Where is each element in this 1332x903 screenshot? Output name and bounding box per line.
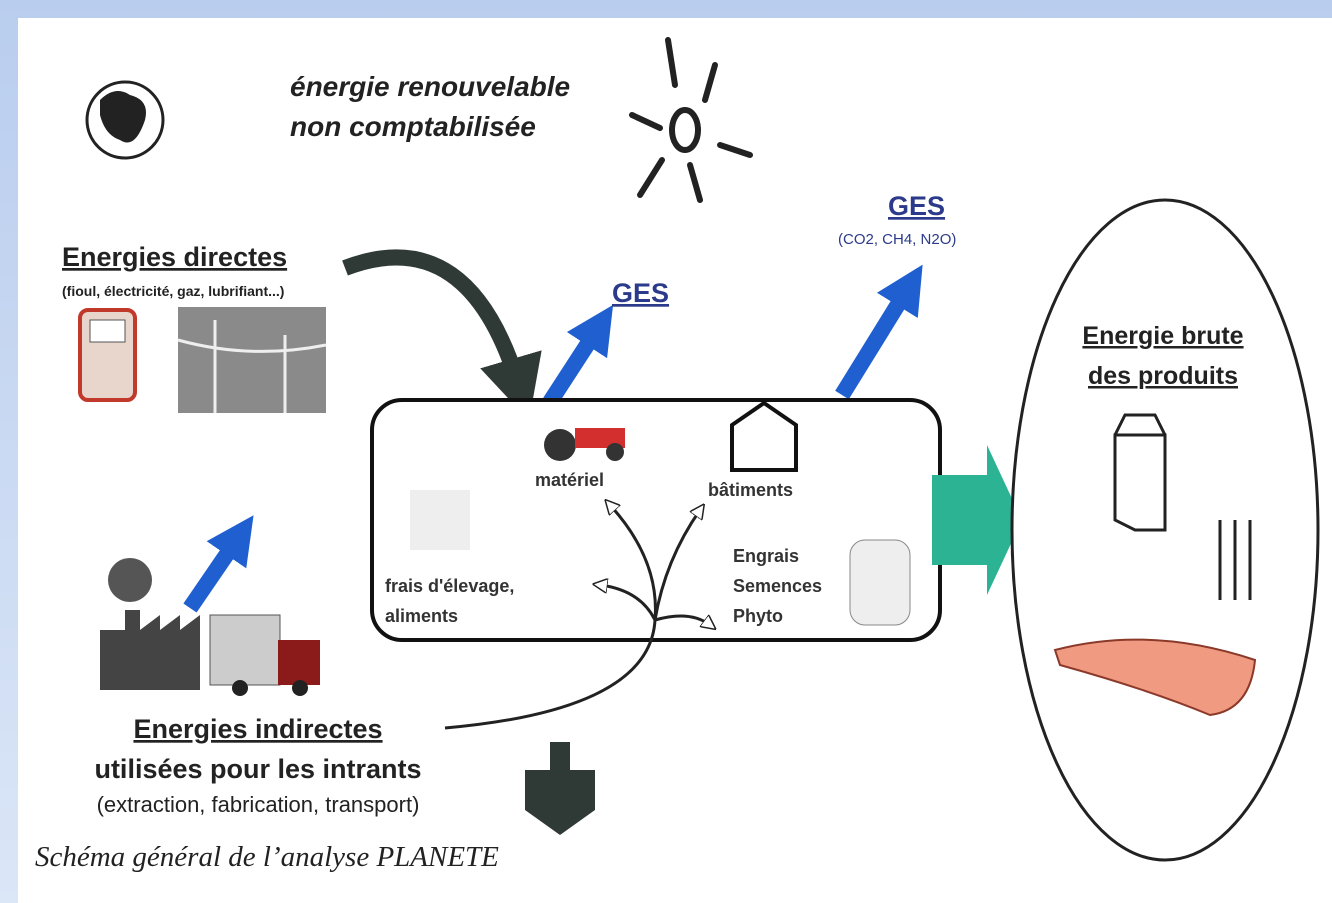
farm-label: Engrais [733, 546, 799, 566]
farm-label: Phyto [733, 606, 783, 626]
products-title: Energie brute [1082, 322, 1243, 350]
ges-detail: (CO2, CH4, N2O) [838, 231, 956, 248]
farm-label: Semences [733, 576, 822, 596]
caption: Schéma général de l’analyse PLANETE [35, 841, 499, 873]
products-title: des produits [1088, 362, 1238, 390]
seed-bag [850, 540, 910, 625]
power-lines [178, 307, 326, 413]
farm-label: aliments [385, 606, 458, 626]
diagram: énergie renouvelable non comptabilisée E… [0, 0, 1332, 903]
farm-label: matériel [535, 470, 604, 490]
livestock-icon [410, 490, 470, 550]
ges-label: GES [612, 278, 669, 308]
globe-logo [87, 82, 163, 158]
indirect-detail: (extraction, fabrication, transport) [97, 792, 420, 817]
fuel-pump [80, 310, 135, 400]
indirect-title: Energies indirectes [133, 714, 382, 744]
renewable-label: énergie renouvelable [290, 71, 570, 102]
ges-label: GES [888, 191, 945, 221]
direct-detail: (fioul, électricité, gaz, lubrifiant...) [62, 283, 284, 299]
farm-label: bâtiments [708, 480, 793, 500]
renewable-label: non comptabilisée [290, 111, 536, 142]
farm-label: frais d'élevage, [385, 576, 514, 596]
direct-title: Energies directes [62, 242, 287, 272]
indirect-subtitle: utilisées pour les intrants [94, 754, 421, 784]
